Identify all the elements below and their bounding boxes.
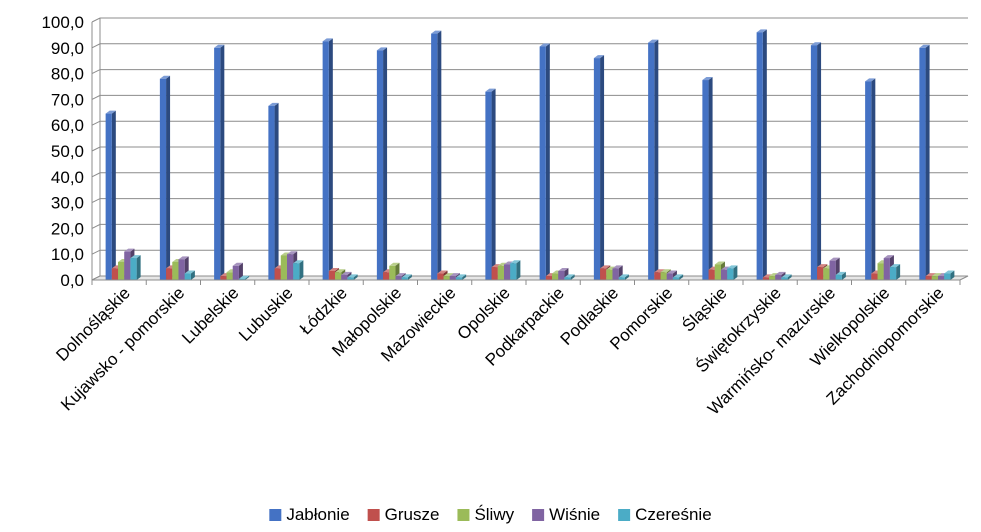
bar bbox=[810, 42, 822, 280]
y-axis: 0,0 10,0 20,0 30,0 40,0 50,0 60,0 70,0 80,0 90,0 1… bbox=[41, 13, 101, 290]
y-tick-label: 90,0 bbox=[51, 39, 84, 58]
bar bbox=[238, 275, 250, 280]
legend-item: Jabłonie bbox=[269, 505, 350, 524]
bar bbox=[727, 265, 738, 280]
y-tick-label: 20,0 bbox=[51, 219, 84, 238]
bar bbox=[232, 262, 243, 280]
legend-label: Jabłonie bbox=[286, 505, 349, 524]
x-tick-label: Lubelskie bbox=[178, 283, 242, 347]
bar bbox=[593, 55, 605, 281]
legend-item: Wiśnie bbox=[532, 505, 600, 524]
bar bbox=[564, 274, 575, 280]
y-tick-label: 70,0 bbox=[51, 90, 84, 109]
bar bbox=[268, 102, 279, 280]
legend-item: Grusze bbox=[367, 505, 440, 524]
legend-label: Czereśnie bbox=[635, 505, 712, 524]
bar bbox=[347, 274, 358, 280]
bar bbox=[485, 88, 496, 280]
bar bbox=[702, 77, 713, 280]
legend-label: Grusze bbox=[385, 505, 440, 524]
bar bbox=[376, 47, 388, 280]
legend: Jabłonie Grusze Śliwy Wiśnie Czereśnie bbox=[269, 505, 712, 524]
bar bbox=[293, 260, 304, 280]
y-tick-label: 40,0 bbox=[51, 168, 84, 187]
bar bbox=[756, 29, 767, 280]
y-tick-label: 0,0 bbox=[60, 271, 84, 290]
bar bbox=[618, 274, 629, 280]
bar bbox=[401, 274, 412, 280]
y-tick-label: 100,0 bbox=[41, 13, 84, 32]
y-tick-label: 30,0 bbox=[51, 194, 84, 213]
bar bbox=[510, 260, 521, 280]
bar bbox=[539, 43, 550, 281]
y-tick-label: 80,0 bbox=[51, 65, 84, 84]
legend-swatch bbox=[532, 509, 545, 521]
bar bbox=[672, 274, 684, 280]
bar bbox=[648, 39, 659, 280]
bar bbox=[865, 78, 876, 280]
x-tick-label: Śląskie bbox=[679, 283, 731, 335]
bar bbox=[944, 270, 955, 280]
bars bbox=[105, 29, 955, 281]
legend-label: Śliwy bbox=[474, 505, 514, 524]
bar bbox=[130, 255, 141, 280]
legend-item: Śliwy bbox=[457, 505, 515, 524]
x-tick-label: Lubuskie bbox=[235, 283, 297, 345]
bar bbox=[919, 44, 930, 280]
legend-swatch bbox=[457, 509, 470, 521]
y-tick-label: 60,0 bbox=[51, 116, 84, 135]
legend-swatch bbox=[269, 509, 282, 521]
bar bbox=[322, 38, 333, 280]
bar bbox=[105, 110, 116, 280]
bar bbox=[889, 264, 901, 280]
y-tick-label: 50,0 bbox=[51, 142, 84, 161]
legend-item: Czereśnie bbox=[618, 505, 712, 524]
bar bbox=[781, 274, 792, 280]
legend-swatch bbox=[618, 509, 631, 521]
gridline bbox=[91, 17, 968, 23]
bar bbox=[455, 274, 467, 280]
bar bbox=[214, 44, 225, 280]
bar bbox=[184, 270, 195, 280]
bar bbox=[835, 271, 846, 280]
bar bbox=[159, 75, 171, 280]
legend-swatch bbox=[367, 509, 380, 521]
legend-label: Wiśnie bbox=[549, 505, 600, 524]
x-tick-label: Łódzkie bbox=[296, 283, 351, 338]
bar bbox=[431, 30, 442, 280]
y-tick-label: 10,0 bbox=[51, 245, 84, 264]
